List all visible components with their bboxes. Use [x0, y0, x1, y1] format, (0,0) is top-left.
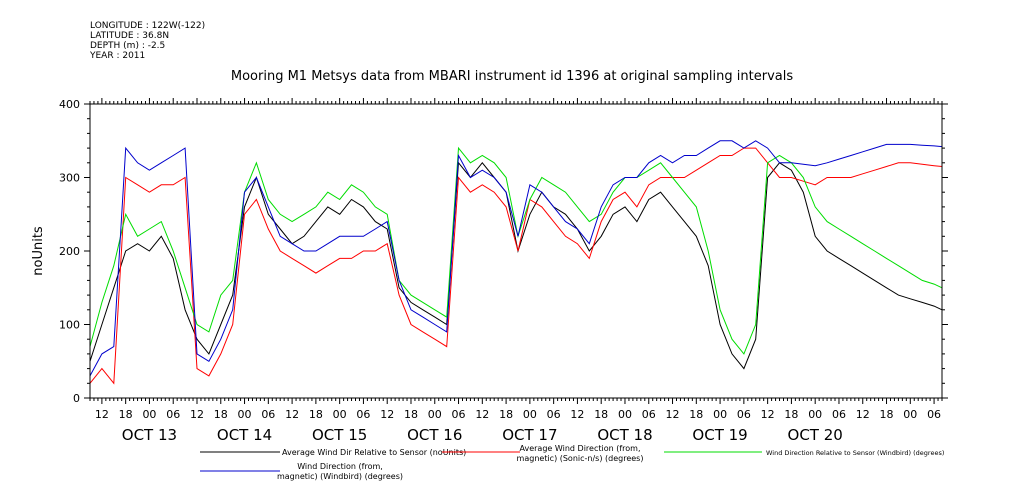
hour-tick-label: 00 [428, 408, 442, 421]
hour-tick-label: 12 [95, 408, 109, 421]
legend-label-line: magnetic) (Sonic-n/s) (degrees) [517, 454, 644, 463]
metadata-depth: DEPTH (m) : -2.5 [90, 41, 166, 51]
day-label: OCT 20 [788, 426, 843, 444]
hour-tick-label: 12 [856, 408, 870, 421]
series-line-2 [89, 147, 943, 385]
hour-tick-label: 18 [119, 408, 133, 421]
hour-tick-label: 18 [880, 408, 894, 421]
hour-tick-label: 12 [285, 408, 299, 421]
hour-tick-label: 18 [594, 408, 608, 421]
metadata-longitude: LONGITUDE : 122W(-122) [90, 21, 206, 31]
legend-label-line: magnetic) (Windbird) (degrees) [277, 472, 403, 481]
y-tick-label: 200 [59, 245, 80, 258]
plot-frame [89, 103, 943, 399]
day-label: OCT 19 [692, 426, 747, 444]
hour-tick-label: 18 [689, 408, 703, 421]
hour-tick-label: 12 [666, 408, 680, 421]
hour-tick-label: 18 [309, 408, 323, 421]
series-line-1 [89, 161, 943, 370]
hour-tick-label: 00 [238, 408, 252, 421]
y-ticks: 0 100 200 300 400 [59, 98, 948, 405]
hour-tick-label: 18 [499, 408, 513, 421]
hour-tick-label: 18 [784, 408, 798, 421]
legend-label-3: Wind Direction Relative to Sensor (Windb… [766, 449, 944, 457]
hour-tick-label: 00 [713, 408, 727, 421]
hour-tick-label: 00 [142, 408, 156, 421]
x-ticks: 12 18 00 06 12 18 00 06 12 18 00 06 12 18 00 06 12 18 00 06… [89, 98, 943, 444]
hour-tick-label: 00 [618, 408, 632, 421]
chart-title: Mooring M1 Metsys data from MBARI instru… [231, 69, 793, 84]
day-label: OCT 17 [502, 426, 557, 444]
legend-label-line: Wind Direction (from, [297, 462, 383, 471]
day-label: OCT 14 [217, 426, 272, 444]
hour-tick-label: 12 [380, 408, 394, 421]
hour-tick-label: 00 [523, 408, 537, 421]
y-tick-label: 0 [73, 392, 80, 405]
hour-tick-label: 06 [642, 408, 656, 421]
hour-tick-label: 06 [452, 408, 466, 421]
hour-tick-label: 12 [475, 408, 489, 421]
hour-tick-label: 00 [808, 408, 822, 421]
day-label: OCT 18 [597, 426, 652, 444]
hour-tick-label: 06 [547, 408, 561, 421]
series-line-3 [89, 146, 943, 355]
hour-tick-label: 00 [333, 408, 347, 421]
legend: Average Wind Dir Relative to Sensor (noU… [200, 444, 944, 481]
plot-area [89, 140, 943, 385]
day-label: OCT 13 [122, 426, 177, 444]
hour-tick-label: 06 [356, 408, 370, 421]
hour-tick-label: 18 [404, 408, 418, 421]
legend-label-4: Wind Direction (from, magnetic) (Windbird… [277, 462, 403, 481]
series-line-4 [89, 140, 943, 377]
hour-tick-label: 06 [737, 408, 751, 421]
day-label: OCT 16 [407, 426, 462, 444]
hour-tick-label: 06 [261, 408, 275, 421]
hour-tick-label: 12 [761, 408, 775, 421]
hour-tick-label: 18 [214, 408, 228, 421]
legend-label-line: Average Wind Direction (from, [519, 444, 640, 453]
hour-tick-label: 06 [166, 408, 180, 421]
y-tick-label: 300 [59, 172, 80, 185]
metadata-year: YEAR : 2011 [90, 51, 146, 61]
y-axis-label: noUnits [31, 226, 46, 276]
hour-tick-label: 00 [903, 408, 917, 421]
hour-tick-label: 06 [927, 408, 941, 421]
legend-label-1: Average Wind Dir Relative to Sensor (noU… [282, 448, 466, 457]
hour-tick-label: 12 [570, 408, 584, 421]
metadata-block: LONGITUDE : 122W(-122) LATITUDE : 36.8N … [90, 21, 205, 61]
y-tick-label: 100 [59, 319, 80, 332]
legend-label-2: Average Wind Direction (from, magnetic) (… [517, 444, 644, 463]
axes [89, 103, 943, 399]
hour-tick-label: 06 [832, 408, 846, 421]
y-tick-label: 400 [59, 98, 80, 111]
hour-tick-label: 12 [190, 408, 204, 421]
day-label: OCT 15 [312, 426, 367, 444]
metadata-latitude: LATITUDE : 36.8N [90, 31, 170, 41]
